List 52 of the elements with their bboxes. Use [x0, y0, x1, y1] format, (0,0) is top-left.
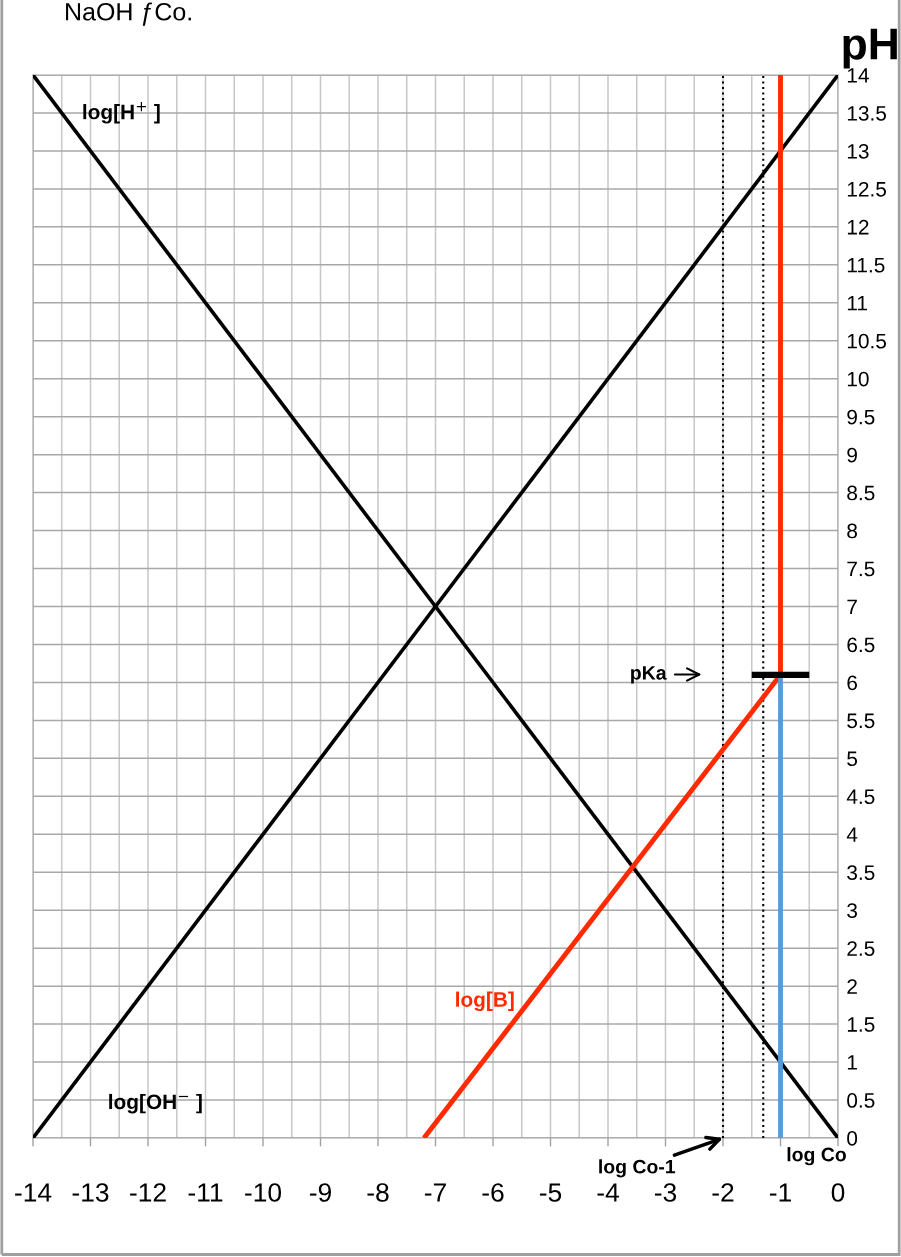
y-tick-label: 9.5 [847, 409, 875, 425]
y-tick-label: 1.5 [847, 1017, 875, 1032]
y-tick-label: 1 [847, 1055, 857, 1070]
chart-title: NaOH ƒCo. [66, 2, 191, 26]
x-tick-label: -13 [72, 1183, 109, 1202]
annotation: log Co [787, 1147, 846, 1166]
annotation: pKa [631, 666, 667, 684]
x-tick-label: -11 [188, 1183, 223, 1202]
y-tick-label: 3 [847, 903, 857, 918]
y-tick-label: 8.5 [847, 485, 875, 501]
x-tick-label: -5 [539, 1183, 562, 1202]
y-tick-label: 13.5 [847, 105, 887, 121]
series-label: log[OH$^{−}$ ] [109, 1093, 202, 1114]
x-tick-label: -1 [769, 1183, 791, 1202]
y-tick-label: 5.5 [847, 713, 875, 729]
y-tick-label: 8 [847, 523, 858, 539]
y-tick-label: 12 [847, 219, 869, 235]
y-axis-title: pH [843, 28, 897, 69]
y-tick-label: 12.5 [847, 181, 887, 197]
x-tick-label: -4 [597, 1183, 619, 1202]
y-tick-label: 0 [847, 1131, 858, 1146]
y-tick-label: 10 [847, 371, 869, 387]
y-tick-label: 5 [847, 751, 858, 767]
y-tick-label: 3.5 [847, 865, 875, 880]
x-tick-label: -2 [712, 1183, 734, 1202]
x-tick-label: -10 [245, 1183, 282, 1202]
series-label: log[H$^{+}$ ] [83, 102, 160, 124]
y-tick-label: 11 [847, 296, 867, 311]
y-tick-label: 4.5 [846, 789, 875, 805]
y-tick-label: 2 [847, 979, 857, 994]
y-tick-label: 4 [846, 827, 858, 842]
y-tick-label: 7.5 [847, 561, 875, 577]
annotation: log Co-1 [599, 1159, 676, 1178]
y-tick-label: 11.5 [847, 258, 885, 273]
y-tick-label: 14 [847, 68, 869, 83]
y-tick-label: 6 [847, 675, 857, 691]
y-tick-label: 0.5 [847, 1093, 875, 1108]
y-tick-label: 9 [847, 447, 857, 463]
x-tick-label: -7 [424, 1183, 446, 1202]
y-tick-label: 10.5 [847, 333, 887, 349]
x-tick-label: -6 [482, 1183, 504, 1202]
x-tick-label: -9 [309, 1183, 331, 1202]
y-tick-label: 13 [847, 143, 869, 159]
x-tick-label: -8 [367, 1183, 389, 1202]
y-tick-label: 2.5 [847, 941, 875, 956]
x-tick-label: 0 [831, 1183, 845, 1202]
x-tick-label: -12 [130, 1183, 166, 1202]
y-tick-label: 6.5 [847, 637, 875, 653]
y-tick-label: 7 [847, 599, 857, 615]
x-tick-label: -14 [15, 1183, 52, 1202]
x-tick-label: -3 [654, 1183, 677, 1202]
series-label: log[B] [456, 991, 514, 1012]
